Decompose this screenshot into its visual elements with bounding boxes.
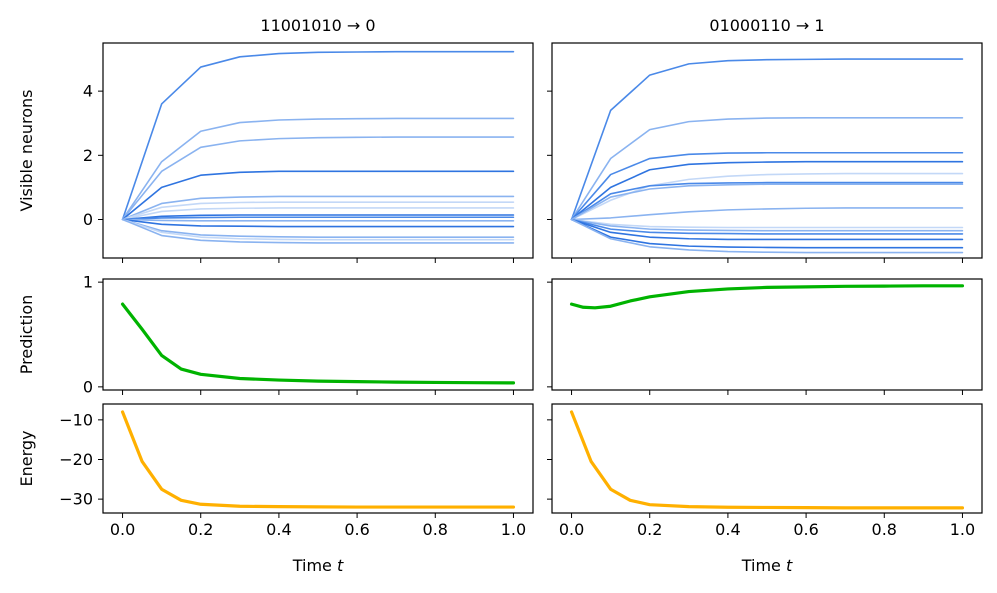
visible-neurons-left-series-v1 (121, 50, 515, 221)
visible-neurons-left-ytick-label-2: 4 (83, 82, 93, 101)
visible-neurons-right-series-v10 (570, 218, 964, 232)
visible-neurons-right-series-v11 (570, 218, 964, 235)
energy-left-xtick-label-3: 0.6 (344, 520, 369, 539)
energy-left-xtick-label-4: 0.8 (423, 520, 448, 539)
visible-neurons-right-series-v1 (570, 58, 964, 221)
energy-left-ytick-label-0: −10 (59, 410, 93, 429)
energy-right-xtick-label-2: 0.4 (715, 520, 740, 539)
visible-neurons-left-series-v3 (121, 136, 515, 221)
visible-neurons-left-series-v11 (121, 218, 515, 228)
energy-right-xtick-label-3: 0.6 (793, 520, 818, 539)
visible-neurons-left-series-v13 (121, 218, 515, 241)
visible-neurons-right-series-v8 (570, 207, 964, 221)
visible-neurons-right-series-v14 (570, 218, 964, 254)
visible-neurons-left-ytick-label-0: 0 (83, 210, 93, 229)
visible-neurons-right-series-v3 (570, 151, 964, 221)
visible-neurons-left-series-v5 (121, 195, 515, 221)
visible-neurons-right-series-v6 (570, 181, 964, 221)
visible-neurons-left-series-v6 (121, 201, 515, 221)
energy-left-xtick-label-5: 1.0 (501, 520, 526, 539)
visible-neurons-right-series-v2 (570, 116, 964, 221)
prediction-right-series-prediction (569, 284, 965, 310)
energy-right-axes-frame (551, 403, 983, 514)
visible-neurons-right-title: 01000110 → 1 (709, 16, 824, 35)
visible-neurons-right-series-v7 (570, 183, 964, 221)
prediction-left-axes-frame (102, 278, 534, 391)
visible-neurons-right-axes-frame (551, 42, 983, 259)
energy-left-series-energy (120, 410, 516, 509)
visible-neurons-left-series-v9 (121, 216, 515, 221)
energy-right-xtick-label-1: 0.2 (637, 520, 662, 539)
energy-left-ytick-label-2: −30 (59, 490, 93, 509)
visible-neurons-right-series-v9 (570, 218, 964, 229)
visible-neurons-left-series-v14 (121, 218, 515, 244)
visible-neurons-left-series-v2 (121, 117, 515, 221)
energy-left-ytick-label-1: −20 (59, 450, 93, 469)
energy-left-xtick-label-1: 0.2 (188, 520, 213, 539)
prediction-right-axes-frame (551, 278, 983, 391)
energy-left-ylabel: Energy (17, 430, 36, 486)
energy-right-xlabel: Time t (741, 556, 793, 575)
prediction-left-series-prediction (120, 302, 516, 385)
visible-neurons-right-series-v5 (570, 172, 964, 221)
visible-neurons-left-series-v7 (121, 207, 515, 221)
visible-neurons-left-series-v10 (121, 218, 515, 222)
prediction-left-ylabel: Prediction (17, 295, 36, 374)
visible-neurons-left-ytick-label-1: 2 (83, 146, 93, 165)
energy-right-series-energy (569, 410, 965, 510)
energy-left-xlabel: Time t (292, 556, 344, 575)
visible-neurons-left-series-v12 (121, 218, 515, 238)
energy-right-xtick-label-4: 0.8 (872, 520, 897, 539)
visible-neurons-left-series-v8 (121, 214, 515, 221)
prediction-left-ytick-label-1: 1 (83, 273, 93, 292)
visible-neurons-right-series-v4 (570, 160, 964, 221)
visible-neurons-right-series-v12 (570, 218, 964, 241)
energy-left-axes-frame (102, 403, 534, 514)
visible-neurons-left-axes-frame (102, 42, 534, 259)
energy-right-xtick-label-0: 0.0 (559, 520, 584, 539)
energy-right-xtick-label-5: 1.0 (950, 520, 975, 539)
visible-neurons-left-series-v4 (121, 170, 515, 221)
prediction-left-ytick-label-0: 0 (83, 377, 93, 396)
energy-left-xtick-label-2: 0.4 (266, 520, 291, 539)
visible-neurons-left-ylabel: Visible neurons (17, 90, 36, 212)
energy-left-xtick-label-0: 0.0 (110, 520, 135, 539)
visible-neurons-left-title: 11001010 → 0 (260, 16, 375, 35)
visible-neurons-right-series-v13 (570, 218, 964, 249)
